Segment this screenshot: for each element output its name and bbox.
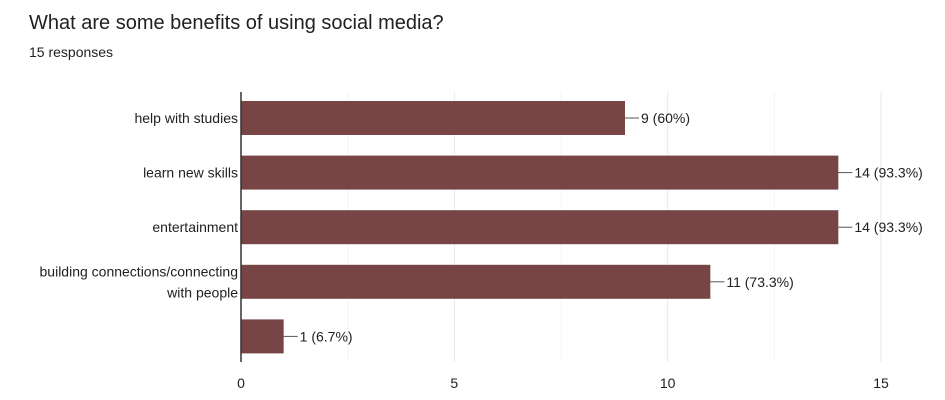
data-label-3: 11 (73.3%) (726, 274, 793, 290)
question-title: What are some benefits of using social m… (29, 12, 444, 34)
x-tick-label-1: 5 (450, 375, 458, 391)
data-label-0: 9 (60%) (641, 110, 690, 126)
bar-3 (241, 264, 711, 299)
category-label-3-1: with people (166, 284, 238, 300)
bar-4 (241, 319, 284, 354)
x-tick-label-0: 0 (237, 375, 245, 391)
data-label-2: 14 (93.3%) (854, 219, 922, 235)
category-label-3-0: building connections/connecting (40, 263, 238, 279)
x-tick-label-3: 15 (873, 375, 889, 391)
category-label-2-0: entertainment (152, 219, 238, 235)
category-label-1-0: learn new skills (143, 165, 238, 181)
x-tick-label-2: 10 (660, 375, 676, 391)
response-count: 15 responses (29, 44, 114, 60)
category-label-0-0: help with studies (134, 110, 238, 126)
data-label-1: 14 (93.3%) (854, 165, 922, 181)
bar-1 (241, 155, 839, 190)
bar-2 (241, 210, 839, 245)
bar-0 (241, 101, 625, 135)
data-label-4: 1 (6.7%) (300, 328, 353, 344)
